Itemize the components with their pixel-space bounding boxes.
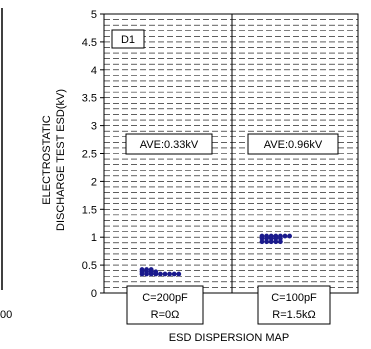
condition-label-1-line-1: C=200pF [142, 292, 188, 304]
data-point [268, 235, 274, 241]
data-point [278, 235, 283, 241]
data-point [162, 271, 168, 277]
average-box-1 [125, 133, 213, 155]
data-point [264, 235, 269, 241]
data-point [273, 239, 279, 245]
tag-text: D1 [121, 34, 135, 46]
y-tick-label: 4.5 [82, 37, 97, 49]
tag-box [111, 29, 145, 49]
data-point [278, 239, 283, 245]
average-box-2 [247, 133, 339, 155]
plot-frame [103, 13, 359, 294]
data-point [139, 271, 145, 277]
data-point [273, 235, 279, 241]
y-tick-label: 2.5 [82, 149, 97, 161]
data-point [171, 271, 177, 277]
condition-box-1 [126, 285, 204, 325]
data-point [268, 239, 274, 245]
data-point [167, 271, 173, 277]
left-edge-label: 00 [0, 309, 12, 321]
data-point [158, 271, 163, 277]
data-point [264, 239, 269, 245]
data-point [153, 271, 159, 277]
y-tick-label: 5 [91, 9, 97, 21]
condition-box-2 [257, 285, 331, 325]
y-tick-label: 0.5 [82, 260, 97, 272]
y-tick-label: 4 [91, 65, 97, 77]
condition-label-2-line-1: C=100pF [271, 292, 317, 304]
condition-label-2-line-2: R=1.5kΩ [272, 309, 315, 321]
data-point [282, 233, 288, 239]
data-point [144, 271, 150, 277]
average-label-2: AVE:0.96kV [264, 139, 323, 151]
y-tick-label: 1.5 [82, 204, 97, 216]
y-tick-label: 3.5 [82, 93, 97, 105]
y-tick-label: 2 [91, 176, 97, 188]
data-point [259, 239, 265, 245]
data-point [287, 233, 292, 239]
data-point [148, 271, 154, 277]
condition-label-1-line-2: R=0Ω [151, 309, 180, 321]
average-label-1: AVE:0.33kV [140, 139, 199, 151]
data-point [259, 235, 265, 241]
y-tick-label: 0 [91, 288, 97, 300]
x-axis-title: ESD DISPERSION MAP [169, 332, 289, 344]
y-axis-title-line-2: DISCHARGE TEST ESD(kV) [55, 89, 67, 231]
data-points [139, 233, 292, 277]
y-tick-label: 3 [91, 121, 97, 133]
y-axis-title-line-1: ELECTROSTATIC [41, 115, 53, 204]
y-tick-labels: 0 0.5 1 1.5 2 2.5 3 3.5 4 4.5 5 [82, 9, 104, 300]
data-point [176, 271, 182, 277]
y-tick-label: 1 [91, 232, 97, 244]
